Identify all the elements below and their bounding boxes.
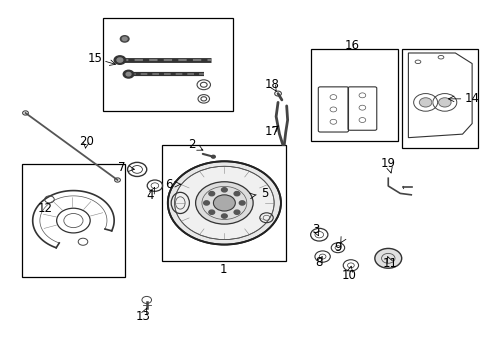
Text: 12: 12 bbox=[38, 202, 53, 215]
Circle shape bbox=[114, 56, 125, 64]
Text: 2: 2 bbox=[188, 138, 195, 151]
Text: 7: 7 bbox=[117, 161, 125, 174]
Circle shape bbox=[203, 201, 209, 205]
Circle shape bbox=[195, 182, 253, 224]
Text: 3: 3 bbox=[311, 223, 319, 236]
Circle shape bbox=[122, 37, 127, 41]
Circle shape bbox=[213, 195, 235, 211]
Text: 13: 13 bbox=[135, 310, 150, 323]
Text: 17: 17 bbox=[264, 125, 279, 138]
Bar bbox=[310, 49, 397, 141]
Circle shape bbox=[438, 98, 450, 107]
Circle shape bbox=[221, 188, 227, 192]
Text: 8: 8 bbox=[314, 256, 322, 269]
Circle shape bbox=[208, 210, 214, 214]
Bar bbox=[162, 145, 285, 261]
Text: 15: 15 bbox=[87, 52, 102, 65]
Circle shape bbox=[234, 210, 239, 214]
Bar bbox=[401, 49, 477, 148]
Circle shape bbox=[419, 98, 431, 107]
Text: 9: 9 bbox=[333, 241, 341, 254]
Bar bbox=[21, 164, 124, 277]
Circle shape bbox=[211, 155, 215, 158]
Text: 5: 5 bbox=[261, 187, 268, 200]
Text: 10: 10 bbox=[341, 270, 356, 283]
Circle shape bbox=[234, 192, 239, 196]
Bar bbox=[103, 18, 232, 111]
Text: 1: 1 bbox=[219, 264, 226, 276]
Circle shape bbox=[117, 58, 122, 62]
Circle shape bbox=[123, 70, 134, 78]
Circle shape bbox=[239, 201, 244, 205]
Circle shape bbox=[208, 192, 214, 196]
Text: 4: 4 bbox=[146, 189, 154, 202]
Text: 16: 16 bbox=[344, 40, 359, 53]
Text: 11: 11 bbox=[383, 257, 397, 270]
Circle shape bbox=[221, 214, 227, 218]
Text: 20: 20 bbox=[79, 135, 94, 148]
Circle shape bbox=[174, 166, 274, 239]
Circle shape bbox=[120, 36, 129, 42]
Circle shape bbox=[374, 248, 401, 268]
Text: 14: 14 bbox=[464, 93, 479, 105]
Circle shape bbox=[167, 161, 280, 244]
Circle shape bbox=[126, 72, 131, 76]
Text: 19: 19 bbox=[380, 157, 395, 170]
Text: 6: 6 bbox=[165, 178, 173, 191]
Text: 18: 18 bbox=[264, 78, 279, 91]
